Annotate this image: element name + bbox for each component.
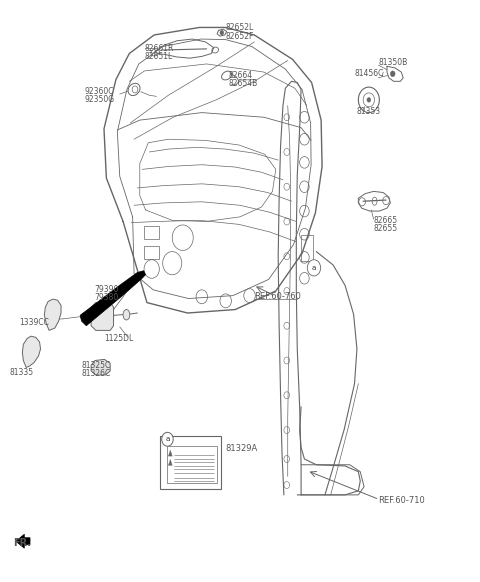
- Text: 79390: 79390: [95, 285, 119, 294]
- Circle shape: [162, 432, 173, 446]
- Text: 81353: 81353: [357, 107, 381, 116]
- Text: REF.60-760: REF.60-760: [254, 292, 301, 301]
- Text: 82655: 82655: [373, 224, 398, 233]
- Ellipse shape: [27, 344, 36, 360]
- Polygon shape: [80, 271, 145, 326]
- Bar: [301, 235, 313, 261]
- Text: REF.60-710: REF.60-710: [378, 496, 425, 505]
- Circle shape: [307, 260, 321, 276]
- Polygon shape: [44, 299, 61, 331]
- Text: 81456C: 81456C: [355, 69, 384, 78]
- Polygon shape: [168, 450, 172, 456]
- Text: a: a: [165, 436, 169, 442]
- Text: a: a: [312, 265, 316, 271]
- Circle shape: [220, 30, 224, 35]
- Text: 81326C: 81326C: [82, 369, 111, 378]
- Text: 82651L: 82651L: [144, 52, 173, 62]
- Text: 82654B: 82654B: [228, 79, 257, 88]
- Ellipse shape: [123, 310, 130, 320]
- Circle shape: [390, 71, 395, 77]
- Text: 82661R: 82661R: [144, 44, 174, 54]
- Ellipse shape: [96, 361, 106, 371]
- Polygon shape: [91, 303, 114, 331]
- Text: 82652L: 82652L: [226, 23, 254, 32]
- Text: 92350G: 92350G: [85, 95, 115, 104]
- Bar: [160, 436, 221, 489]
- Polygon shape: [168, 460, 172, 466]
- Polygon shape: [16, 534, 30, 548]
- Bar: [167, 446, 217, 483]
- Text: 81325C: 81325C: [82, 361, 111, 370]
- Polygon shape: [23, 336, 40, 367]
- Text: 92360C: 92360C: [85, 87, 114, 95]
- Text: FR.: FR.: [13, 538, 31, 548]
- Text: 81335: 81335: [10, 368, 34, 377]
- Circle shape: [367, 98, 371, 102]
- Text: 81329A: 81329A: [226, 444, 258, 453]
- Text: 82665: 82665: [373, 216, 398, 225]
- Text: 1125DL: 1125DL: [104, 334, 133, 343]
- Text: 79380: 79380: [95, 293, 119, 303]
- Polygon shape: [91, 359, 110, 375]
- Text: 82652F: 82652F: [226, 31, 254, 41]
- Text: 1339CC: 1339CC: [20, 318, 49, 327]
- Text: 82664: 82664: [228, 71, 252, 80]
- Text: 81350B: 81350B: [378, 58, 408, 67]
